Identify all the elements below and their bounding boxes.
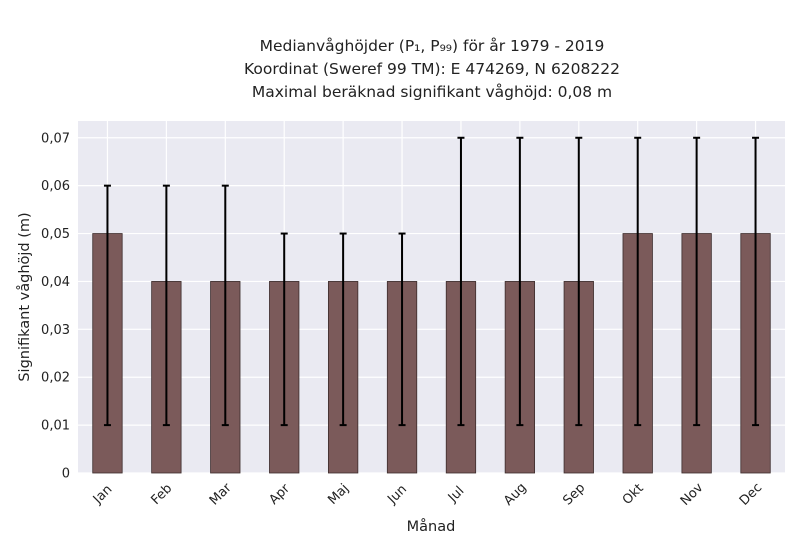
y-tick-label-7: 0,07 [41, 131, 70, 146]
x-axis-label: Månad [407, 518, 456, 535]
y-tick-label-2: 0,02 [41, 371, 70, 386]
title-line-2: Koordinat (Sweref 99 TM): E 474269, N 62… [244, 60, 620, 78]
x-tick-label-feb: Feb [148, 481, 175, 508]
plot-area [78, 121, 785, 473]
error-bar-nov [693, 136, 701, 427]
error-bar-aug [516, 136, 524, 427]
x-tick-label-sep: Sep [560, 481, 588, 509]
x-tick-label-dec: Dec [737, 480, 765, 508]
error-bar-sep [575, 136, 583, 427]
x-axis-ticks: Jan Feb Mar Apr Maj Jun Jul Aug Sep Okt Nov Dec [90, 480, 765, 509]
title-line-1: Medianvåghöjder (P₁, P₉₉) för år 1979 - … [260, 37, 605, 55]
y-axis-label: Signifikant våghöjd (m) [16, 212, 33, 381]
chart-title: Medianvåghöjder (P₁, P₉₉) för år 1979 - … [244, 37, 620, 101]
y-tick-label-3: 0,03 [41, 323, 70, 338]
error-bar-okt [634, 136, 642, 427]
x-tick-label-okt: Okt [620, 481, 647, 508]
y-axis-ticks: 0 0,01 0,02 0,03 0,04 0,05 0,06 0,07 [41, 131, 70, 481]
y-tick-label-0: 0 [62, 467, 70, 482]
error-bar-feb [162, 184, 170, 427]
error-bar-dec [752, 136, 760, 427]
x-tick-label-maj: Maj [325, 481, 352, 508]
title-line-3: Maximal beräknad signifikant våghöjd: 0,… [252, 83, 612, 101]
error-bar-mar [221, 184, 229, 427]
x-tick-label-nov: Nov [678, 480, 707, 509]
x-tick-label-mar: Mar [207, 480, 235, 508]
x-tick-label-aug: Aug [501, 480, 530, 509]
y-tick-label-4: 0,04 [41, 275, 70, 290]
y-tick-label-6: 0,06 [41, 179, 70, 194]
x-tick-label-jan: Jan [90, 482, 115, 507]
error-bars [103, 136, 760, 427]
error-bar-maj [339, 232, 347, 427]
y-tick-label-5: 0,05 [41, 227, 70, 242]
error-bar-jul [457, 136, 465, 427]
error-bar-jun [398, 232, 406, 427]
error-bar-jan [103, 184, 111, 427]
x-tick-label-jul: Jul [445, 484, 467, 506]
y-tick-label-1: 0,01 [41, 419, 70, 434]
x-tick-label-apr: Apr [266, 481, 293, 508]
x-tick-label-jun: Jun [384, 482, 410, 508]
error-bar-apr [280, 232, 288, 427]
